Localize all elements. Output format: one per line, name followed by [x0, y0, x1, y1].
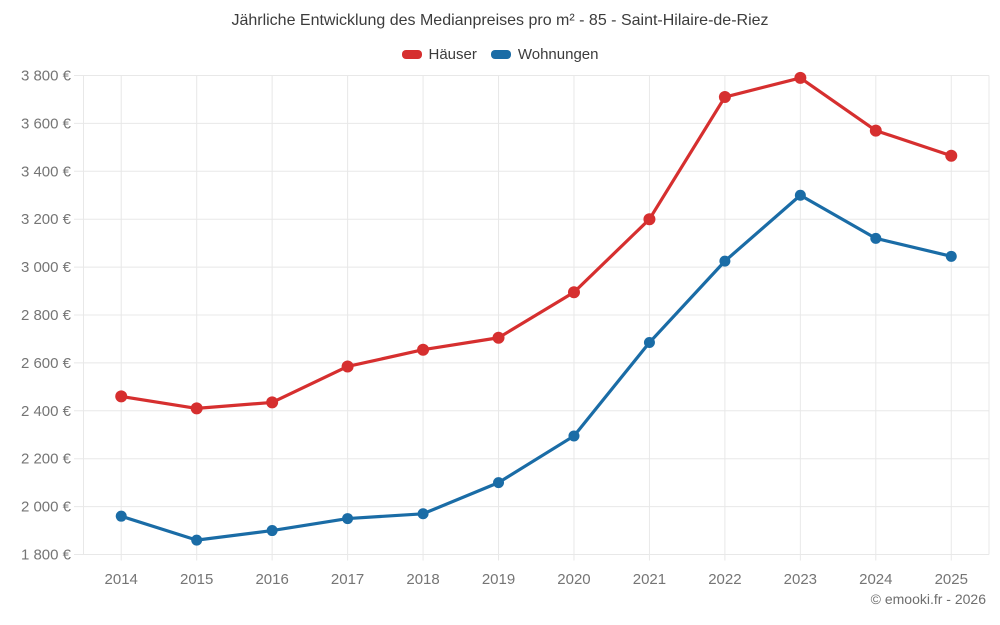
svg-text:2017: 2017 [331, 571, 364, 588]
svg-text:2024: 2024 [859, 571, 892, 588]
legend-label-haeuser: Häuser [428, 46, 477, 63]
svg-text:1 800 €: 1 800 € [21, 547, 72, 564]
svg-text:3 800 €: 3 800 € [21, 68, 72, 85]
chart-title: Jährliche Entwicklung des Medianpreises … [231, 12, 769, 29]
svg-text:2023: 2023 [784, 571, 817, 588]
chart-legend: Häuser Wohnungen [0, 46, 1000, 63]
svg-text:3 200 €: 3 200 € [21, 211, 72, 228]
legend-item-wohnungen[interactable]: Wohnungen [490, 46, 599, 63]
svg-text:2025: 2025 [935, 571, 968, 588]
svg-text:2019: 2019 [482, 571, 515, 588]
svg-text:3 000 €: 3 000 € [21, 259, 72, 276]
legend-swatch-wohnungen-icon [490, 50, 511, 59]
legend-swatch-haeuser-icon [401, 50, 422, 59]
legend-item-haeuser[interactable]: Häuser [401, 46, 477, 63]
svg-text:2 600 €: 2 600 € [21, 355, 72, 372]
svg-text:2014: 2014 [105, 571, 138, 588]
svg-text:2 200 €: 2 200 € [21, 451, 72, 468]
svg-text:2022: 2022 [708, 571, 741, 588]
svg-text:3 600 €: 3 600 € [21, 115, 72, 132]
svg-text:2 000 €: 2 000 € [21, 499, 72, 516]
svg-text:2 800 €: 2 800 € [21, 307, 72, 324]
svg-text:2016: 2016 [255, 571, 288, 588]
legend-label-wohnungen: Wohnungen [517, 46, 599, 63]
svg-text:2020: 2020 [557, 571, 590, 588]
svg-text:2015: 2015 [180, 571, 213, 588]
svg-text:3 400 €: 3 400 € [21, 163, 72, 180]
svg-text:2 400 €: 2 400 € [21, 403, 72, 420]
svg-text:2021: 2021 [633, 571, 666, 588]
svg-text:2018: 2018 [406, 571, 439, 588]
attribution-text: © emooki.fr - 2026 [870, 591, 986, 607]
